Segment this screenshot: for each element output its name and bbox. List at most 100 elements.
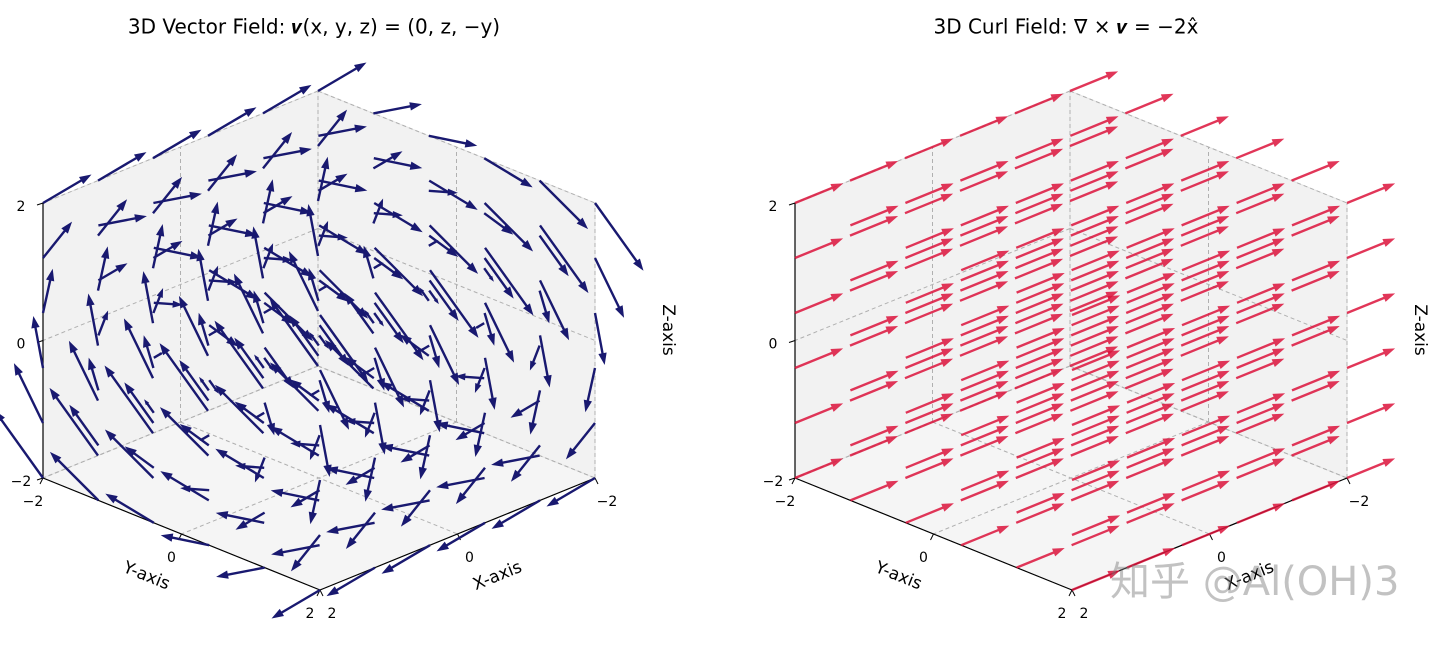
- arrow-shaft: [794, 185, 837, 205]
- arrow: [326, 566, 376, 597]
- arrow-shaft: [1125, 185, 1169, 205]
- arrow-head: [633, 258, 644, 271]
- arrow-head: [1272, 348, 1285, 357]
- arrow-shaft: [294, 382, 320, 402]
- arrow: [1126, 338, 1175, 359]
- arrow: [309, 434, 321, 461]
- arrow-shaft: [1016, 274, 1059, 294]
- arrow-shaft: [1125, 140, 1168, 160]
- arrow: [960, 470, 1010, 492]
- arrow: [207, 154, 238, 192]
- arrow: [1071, 250, 1120, 272]
- arrow-shaft: [1070, 437, 1113, 457]
- arrow-shaft: [1236, 295, 1279, 315]
- arrow-shaft: [1236, 339, 1279, 359]
- arrow-shaft: [1180, 282, 1223, 302]
- arrow: [49, 387, 99, 457]
- arrow: [400, 489, 431, 527]
- arrow-shaft: [849, 272, 892, 292]
- arrow-head: [1161, 193, 1174, 203]
- arrow: [1291, 271, 1340, 292]
- arrow-head: [1162, 548, 1176, 557]
- arrow: [1069, 71, 1119, 93]
- arrow-head: [300, 267, 313, 278]
- arrow: [849, 271, 899, 292]
- arrow-shaft: [428, 324, 458, 380]
- arrow-head: [1382, 183, 1396, 192]
- arrow-head: [354, 184, 368, 193]
- arrow-shaft: [1070, 427, 1114, 447]
- arrow: [455, 421, 486, 441]
- arrow-head: [309, 450, 317, 461]
- arrow: [483, 202, 534, 252]
- grid-line: [317, 90, 596, 204]
- arrow: [373, 347, 405, 408]
- arrow: [345, 511, 376, 549]
- arrow: [373, 157, 423, 170]
- arrow-head: [996, 360, 1010, 370]
- arrow-head: [1327, 381, 1340, 390]
- arrow: [1070, 161, 1119, 182]
- arrow-shaft: [373, 347, 403, 402]
- arrow-shaft: [1069, 227, 1113, 247]
- arrow-head: [189, 251, 203, 260]
- arrow-head: [244, 169, 257, 178]
- arrow-shaft: [263, 246, 308, 275]
- arrow: [960, 315, 1009, 337]
- arrow-head: [134, 214, 147, 223]
- arrow: [1124, 258, 1174, 280]
- arrow: [1015, 393, 1065, 414]
- arrow-head: [996, 425, 1009, 435]
- arrow: [1181, 370, 1230, 392]
- arrow-head: [940, 248, 954, 258]
- arrow: [42, 174, 92, 205]
- arrow-head: [160, 471, 173, 481]
- arrow: [1071, 415, 1120, 437]
- arrow-head: [521, 240, 534, 252]
- arrow: [270, 488, 320, 502]
- arrow: [1015, 228, 1065, 249]
- arrow: [436, 476, 485, 490]
- arrow-head: [995, 391, 1009, 400]
- arrow-shaft: [1181, 307, 1224, 327]
- arrow-shaft: [1015, 449, 1059, 469]
- arrow-head: [1217, 525, 1231, 535]
- arrow: [904, 293, 954, 315]
- z-tick-label: −2: [763, 474, 784, 490]
- arrow-shaft: [1070, 272, 1113, 292]
- arrow-shaft: [1071, 362, 1114, 382]
- arrow-head: [290, 440, 301, 448]
- arrow-shaft: [428, 234, 454, 254]
- arrow: [849, 381, 899, 402]
- arrow: [373, 201, 423, 233]
- arrow-head: [104, 365, 115, 378]
- arrow-head: [576, 217, 589, 230]
- arrow-shaft: [1071, 307, 1114, 327]
- arrow: [1070, 425, 1120, 447]
- arrow: [1125, 138, 1174, 160]
- arrow-shaft: [1291, 482, 1334, 502]
- arrow: [318, 124, 367, 137]
- arrow-shaft: [1291, 317, 1334, 337]
- arrow: [1181, 480, 1230, 502]
- arrow: [1069, 336, 1119, 357]
- arrow-shaft: [262, 87, 306, 115]
- arrow-head: [1160, 148, 1174, 158]
- arrow-head: [266, 422, 275, 436]
- arrow-head: [1327, 370, 1341, 380]
- arrow: [539, 224, 589, 294]
- grid-line: [1069, 90, 1348, 204]
- arrow-head: [49, 451, 62, 464]
- arrow-head: [940, 303, 954, 313]
- arrow-shaft: [849, 207, 893, 227]
- grid-line: [42, 90, 319, 204]
- arrow: [152, 129, 202, 160]
- arrow-head: [510, 469, 522, 482]
- arrow-head: [505, 350, 515, 363]
- arrow-head: [455, 492, 467, 505]
- arrow-shaft: [483, 357, 495, 403]
- arrow-shaft: [1070, 327, 1113, 347]
- grid-line: [1069, 365, 1348, 479]
- arrow-head: [1051, 503, 1065, 512]
- arrow-head: [448, 308, 459, 322]
